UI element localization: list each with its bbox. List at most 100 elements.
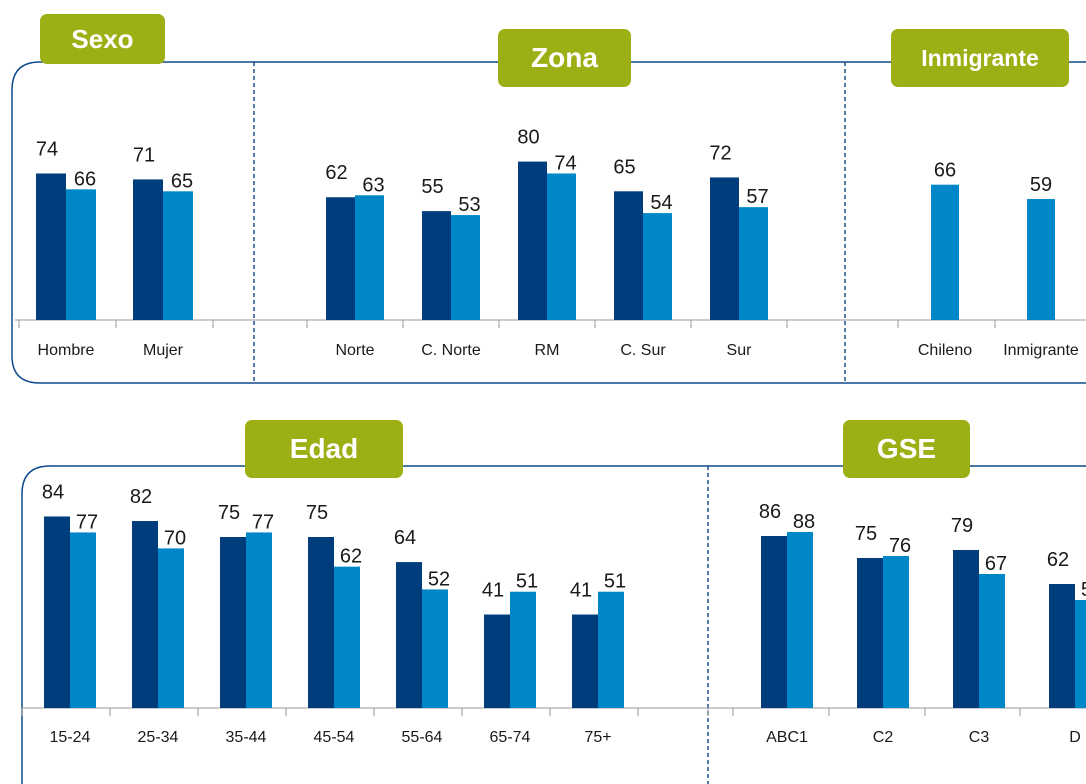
inmigrante-bar-inmigrante-s1 — [1027, 199, 1055, 320]
edad-label-65-74: 65-74 — [490, 729, 531, 746]
edad-value-65-74-s2: 51 — [516, 571, 538, 593]
bottom-panel-frame — [21, 465, 1086, 784]
tab-gse: GSE — [843, 420, 970, 478]
edad-bar-75-s2 — [598, 591, 624, 708]
edad-value-45-54-s2: 62 — [340, 546, 362, 568]
zona-bar-rm-s2 — [547, 173, 576, 320]
edad-bar-35-44-s1 — [220, 537, 246, 708]
gse-label-c3: C3 — [969, 729, 990, 746]
gse-bar-c2-s1 — [857, 558, 883, 708]
tab-sexo: Sexo — [40, 14, 165, 64]
sexo-value-mujer-s1: 71 — [133, 144, 155, 166]
edad-value-55-64-s2: 52 — [428, 568, 450, 590]
gse-bar-c2-s2 — [883, 556, 909, 708]
top-panel-frame — [11, 61, 1086, 384]
gse-value-c3-s1: 79 — [951, 515, 973, 537]
edad-value-65-74-s1: 41 — [482, 580, 504, 602]
edad-bar-15-24-s2 — [70, 532, 96, 708]
zona-value-c-norte-s2: 53 — [458, 194, 480, 216]
zona-bar-rm-s1 — [518, 161, 547, 320]
sexo-label-mujer: Mujer — [143, 342, 184, 359]
zona-bar-sur-s1 — [710, 177, 739, 320]
zona-value-c-sur-s2: 54 — [650, 192, 672, 214]
zona-value-sur-s1: 72 — [709, 142, 731, 164]
inmigrante-value-inmigrante-s1: 59 — [1030, 174, 1052, 196]
gse-value-abc1-s1: 86 — [759, 501, 781, 523]
zona-bar-norte-s2 — [355, 195, 384, 320]
gse-label-d: D — [1069, 729, 1081, 746]
inmigrante-bar-chileno-s1 — [931, 184, 959, 320]
edad-value-75-s1: 41 — [570, 580, 592, 602]
zona-bar-c-norte-s1 — [422, 211, 451, 320]
gse-value-c2-s2: 76 — [889, 535, 911, 557]
sexo-bar-hombre-s2 — [66, 189, 96, 320]
edad-value-35-44-s2: 77 — [252, 511, 274, 533]
tab-inmigrante: Inmigrante — [891, 29, 1069, 87]
gse-label-c2: C2 — [873, 729, 894, 746]
zona-label-c-sur: C. Sur — [620, 342, 666, 359]
sexo-bar-hombre-s1 — [36, 173, 66, 320]
edad-bar-25-34-s2 — [158, 548, 184, 708]
sexo-label-hombre: Hombre — [38, 342, 95, 359]
gse-value-abc1-s2: 88 — [793, 511, 815, 533]
edad-label-15-24: 15-24 — [50, 729, 91, 746]
inmigrante-label-chileno: Chileno — [918, 342, 972, 359]
zona-value-rm-s1: 80 — [517, 127, 539, 149]
edad-bar-55-64-s2 — [422, 589, 448, 708]
zona-value-rm-s2: 74 — [554, 152, 576, 174]
edad-value-25-34-s2: 70 — [164, 527, 186, 549]
sexo-value-hombre-s1: 74 — [36, 138, 58, 160]
edad-value-75-s2: 51 — [604, 571, 626, 593]
gse-label-abc1: ABC1 — [766, 729, 808, 746]
zona-bar-c-norte-s2 — [451, 215, 480, 320]
gse-value-d-s2: 54 — [1081, 579, 1086, 601]
zona-label-norte: Norte — [335, 342, 374, 359]
edad-label-75: 75+ — [584, 729, 611, 746]
inmigrante-value-chileno-s1: 66 — [934, 160, 956, 182]
inmigrante-label-inmigrante: Inmigrante — [1003, 342, 1079, 359]
zona-label-c-norte: C. Norte — [421, 342, 481, 359]
zona-bar-sur-s2 — [739, 207, 768, 320]
tab-zona: Zona — [498, 29, 631, 87]
edad-value-25-34-s1: 82 — [130, 486, 152, 508]
sexo-bar-mujer-s1 — [133, 179, 163, 320]
gse-bar-c3-s1 — [953, 550, 979, 708]
edad-bar-65-74-s1 — [484, 614, 510, 708]
sexo-value-mujer-s2: 65 — [171, 170, 193, 192]
zona-value-sur-s2: 57 — [746, 186, 768, 208]
zona-bar-c-sur-s1 — [614, 191, 643, 320]
gse-bar-abc1-s2 — [787, 532, 813, 708]
zona-label-sur: Sur — [727, 342, 753, 359]
edad-bar-25-34-s1 — [132, 521, 158, 708]
gse-bar-c3-s2 — [979, 574, 1005, 708]
zona-value-norte-s2: 63 — [362, 174, 384, 196]
gse-bar-abc1-s1 — [761, 536, 787, 708]
sexo-value-hombre-s2: 66 — [74, 168, 96, 190]
tab-edad: Edad — [245, 420, 403, 478]
edad-label-55-64: 55-64 — [402, 729, 443, 746]
zona-bar-norte-s1 — [326, 197, 355, 320]
gse-bar-d-s1 — [1049, 584, 1075, 708]
edad-bar-15-24-s1 — [44, 516, 70, 708]
edad-label-25-34: 25-34 — [138, 729, 179, 746]
zona-value-norte-s1: 62 — [325, 162, 347, 184]
edad-bar-65-74-s2 — [510, 591, 536, 708]
edad-bar-45-54-s2 — [334, 566, 360, 708]
zona-label-rm: RM — [535, 342, 560, 359]
zona-value-c-sur-s1: 65 — [613, 156, 635, 178]
zona-value-c-norte-s1: 55 — [421, 176, 443, 198]
sexo-bar-mujer-s2 — [163, 191, 193, 320]
edad-bar-35-44-s2 — [246, 532, 272, 708]
edad-value-35-44-s1: 75 — [218, 502, 240, 524]
edad-value-45-54-s1: 75 — [306, 502, 328, 524]
edad-bar-75-s1 — [572, 614, 598, 708]
edad-bar-45-54-s1 — [308, 537, 334, 708]
edad-label-35-44: 35-44 — [226, 729, 267, 746]
edad-value-55-64-s1: 64 — [394, 527, 416, 549]
edad-label-45-54: 45-54 — [314, 729, 355, 746]
gse-value-c3-s2: 67 — [985, 553, 1007, 575]
gse-value-d-s1: 62 — [1047, 549, 1069, 571]
edad-value-15-24-s1: 84 — [42, 481, 64, 503]
gse-bar-d-s2 — [1075, 600, 1086, 708]
